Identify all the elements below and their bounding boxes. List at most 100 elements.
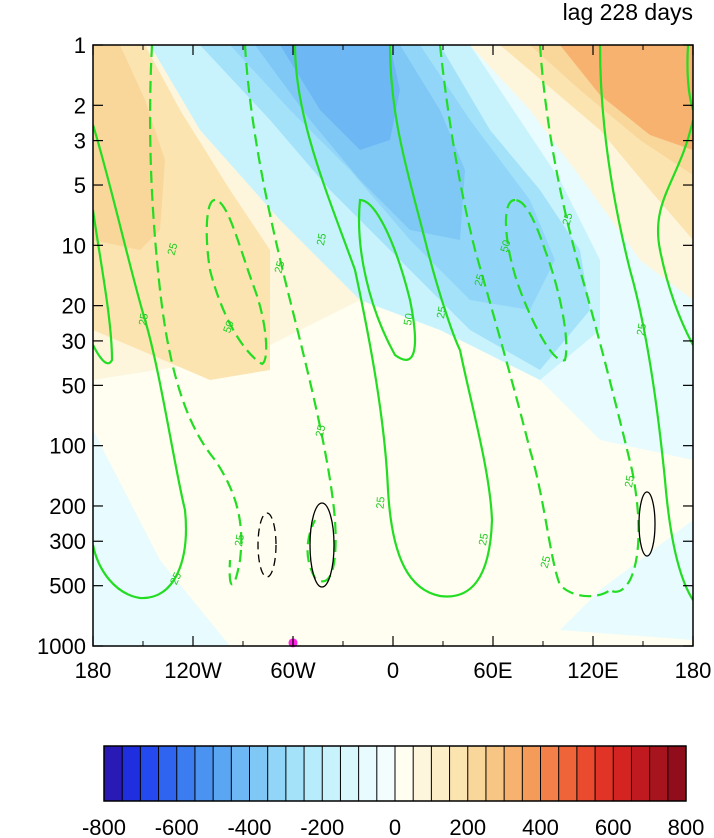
contour-label: 25 (166, 242, 181, 257)
contour-label: 25 (623, 474, 637, 488)
colorbar-swatch (140, 746, 159, 801)
colorbar-swatch (449, 746, 469, 801)
contour-label: 25 (375, 496, 388, 509)
colorbar: -800 -600 -400 -200 0 200 400 600 800 (82, 745, 704, 838)
contour-dashed-1 (148, 45, 243, 586)
y-tick-label: 50 (62, 373, 86, 398)
y-tick-label: 30 (62, 329, 86, 354)
y-tick-label: 1 (74, 33, 86, 58)
x-tick-label: 60W (270, 658, 315, 683)
contour-solid-2 (93, 209, 114, 365)
y-tick-label: 500 (49, 574, 86, 599)
colorbar-swatch (613, 746, 632, 801)
green-contours (93, 45, 693, 601)
contour-solid-6 (598, 45, 693, 601)
colorbar-swatch (249, 746, 269, 801)
contour-solid-4 (357, 198, 417, 361)
black-contours (257, 491, 656, 588)
x-tick-label: 60E (473, 658, 512, 683)
x-tick-label: 120E (567, 658, 618, 683)
colorbar-tick-label: -200 (300, 815, 344, 838)
colorbar-swatch (322, 746, 341, 801)
contour-label: 25 (635, 322, 649, 336)
colorbar-swatch (595, 746, 614, 801)
contour-dashed-2 (205, 198, 268, 366)
contour-label: 25 (168, 571, 184, 587)
contour-label: 25 (435, 305, 449, 319)
colorbar-swatch (231, 746, 250, 801)
chart-title: lag 228 days (563, 0, 693, 25)
black-contour-solid-1 (309, 502, 335, 588)
y-tick-label: 2 (74, 93, 86, 118)
colorbar-swatch (667, 746, 687, 801)
colorbar-swatch (522, 746, 541, 801)
contour-label: 25 (233, 533, 247, 547)
colorbar-tick-label: 400 (522, 815, 559, 838)
colorbar-tick-label: 200 (449, 815, 486, 838)
y-tick-label: 20 (62, 294, 86, 319)
shade-upper-left-deep-orange (93, 45, 165, 250)
colorbar-swatch (358, 746, 378, 801)
black-contour-solid-2 (638, 491, 656, 557)
contour-label: 25 (477, 532, 491, 546)
colorbar-tick-label: -600 (155, 815, 199, 838)
shade-upper-right-peach (560, 45, 693, 150)
y-axis: 1 2 3 5 10 20 30 50 100 200 300 500 1000 (37, 33, 693, 659)
x-axis: 180 120W 60W 0 60E 120E 180 (75, 45, 712, 683)
contour-label: 25 (561, 212, 576, 227)
y-tick-label: 5 (74, 173, 86, 198)
contour-dashed-4 (438, 45, 611, 598)
colorbar-swatch (631, 746, 651, 801)
x-tick-label: 180 (675, 658, 712, 683)
contour-label: 50 (499, 239, 514, 254)
colorbar-tick-label: 0 (389, 815, 401, 838)
colorbar-swatch (576, 746, 596, 801)
colorbar-swatch (194, 746, 214, 801)
contour-solid-5 (388, 45, 461, 351)
contour-label: 50 (221, 319, 236, 335)
shade-mid-cream (93, 300, 693, 646)
shade-center-blue-3 (280, 45, 400, 150)
colorbar-swatch (558, 746, 578, 801)
colorbar-swatch (413, 746, 432, 801)
y-tick-label: 100 (49, 434, 86, 459)
colorbar-tick-label: -800 (82, 815, 126, 838)
colorbar-swatch (395, 746, 414, 801)
colorbar-tick-label: -400 (227, 815, 271, 838)
colorbar-swatch (540, 746, 560, 801)
colorbar-swatch (104, 746, 123, 801)
y-tick-label: 300 (49, 529, 86, 554)
colorbar-swatch (122, 746, 141, 801)
contour-label: 25 (473, 273, 488, 288)
contour-solid-8 (686, 45, 693, 111)
colorbar-swatch (213, 746, 232, 801)
colorbar-frame (103, 745, 687, 802)
contour-label: 25 (315, 232, 329, 246)
contour-label: 50 (402, 312, 416, 326)
x-tick-label: 0 (387, 658, 399, 683)
colorbar-swatch (304, 746, 323, 801)
colorbar-swatch (504, 746, 523, 801)
contour-dashed-5 (504, 198, 568, 362)
contour-solid-7 (656, 119, 693, 346)
contour-solid-3 (293, 45, 494, 598)
colorbar-swatch (267, 746, 287, 801)
contour-dashed-6 (538, 45, 640, 593)
y-tick-label: 200 (49, 494, 86, 519)
y-tick-label: 10 (62, 233, 86, 258)
colorbar-swatch (376, 746, 396, 801)
contour-solid-1 (93, 124, 187, 600)
colorbar-swatch (649, 746, 669, 801)
colorbar-swatch (431, 746, 450, 801)
contour-labels: 25 25 50 25 25 25 50 25 25 25 50 25 25 2… (137, 212, 649, 587)
colorbar-swatch (176, 746, 196, 801)
colorbar-swatch (467, 746, 487, 801)
colorbar-swatch (340, 746, 360, 801)
contour-label: 25 (314, 424, 329, 439)
contour-label: 25 (137, 312, 151, 326)
x-tick-label: 180 (75, 658, 112, 683)
black-contour-dashed-1 (257, 512, 277, 578)
y-tick-label: 1000 (37, 634, 86, 659)
contour-label: 25 (273, 260, 288, 275)
